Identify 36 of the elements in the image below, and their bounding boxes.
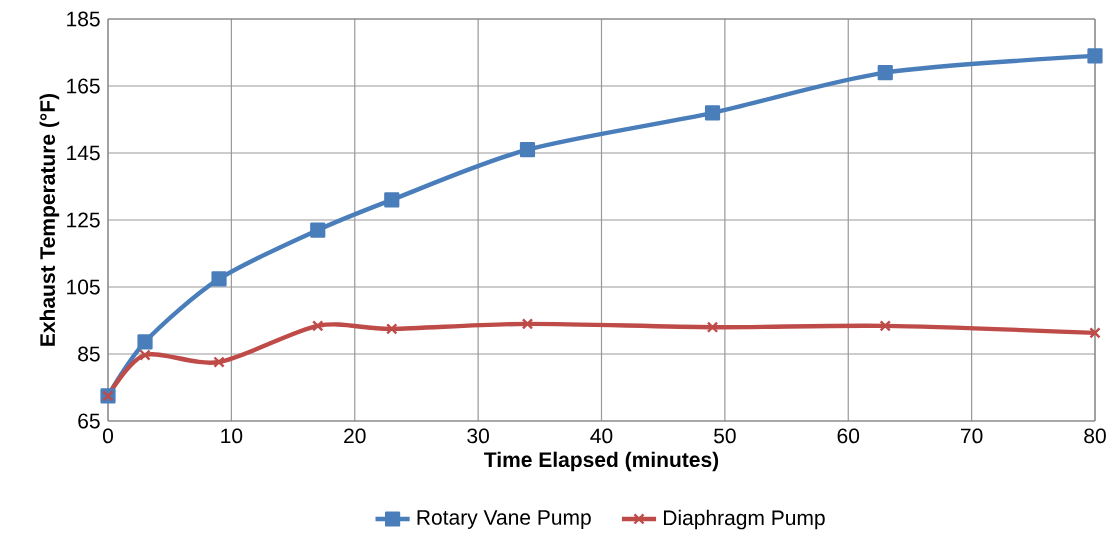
x-tick-label: 20	[344, 428, 366, 444]
x-tick-label: 30	[467, 428, 489, 444]
x-tick-label: 60	[837, 428, 860, 444]
point	[1089, 327, 1101, 339]
y-tick-label: 125	[67, 212, 100, 228]
point	[386, 323, 398, 335]
y-tick-label: 65	[78, 413, 100, 429]
y-tick-label: 85	[78, 346, 100, 362]
point	[704, 105, 721, 121]
legend-label: Diaphragm Pump	[663, 509, 825, 530]
point	[213, 356, 225, 368]
y-tick-label: 185	[67, 11, 100, 27]
x-tick-label: 10	[221, 428, 243, 444]
point	[384, 192, 400, 208]
legend-label: Rotary Vane Pump	[417, 510, 591, 529]
point	[521, 318, 534, 330]
y-tick-label: 165	[67, 78, 100, 94]
y-axis-title: Exhaust Temperature (°F)	[39, 93, 60, 346]
point	[310, 222, 326, 238]
point	[877, 65, 893, 81]
x-axis-title: Time Elapsed (minutes)	[484, 451, 719, 472]
point	[1087, 48, 1103, 64]
x-tick-label: 70	[961, 428, 983, 444]
point	[706, 321, 719, 333]
y-tick-label: 105	[67, 279, 100, 295]
x-tick-label: 0	[102, 428, 114, 444]
point	[519, 142, 536, 158]
point	[139, 349, 151, 361]
x-tick-label: 50	[714, 428, 736, 444]
point	[879, 320, 891, 332]
point	[312, 320, 324, 332]
x-tick-label: 40	[590, 428, 613, 444]
x-tick-label: 80	[1084, 428, 1106, 444]
point	[211, 271, 227, 287]
point	[137, 334, 153, 350]
y-tick-label: 145	[67, 145, 100, 161]
